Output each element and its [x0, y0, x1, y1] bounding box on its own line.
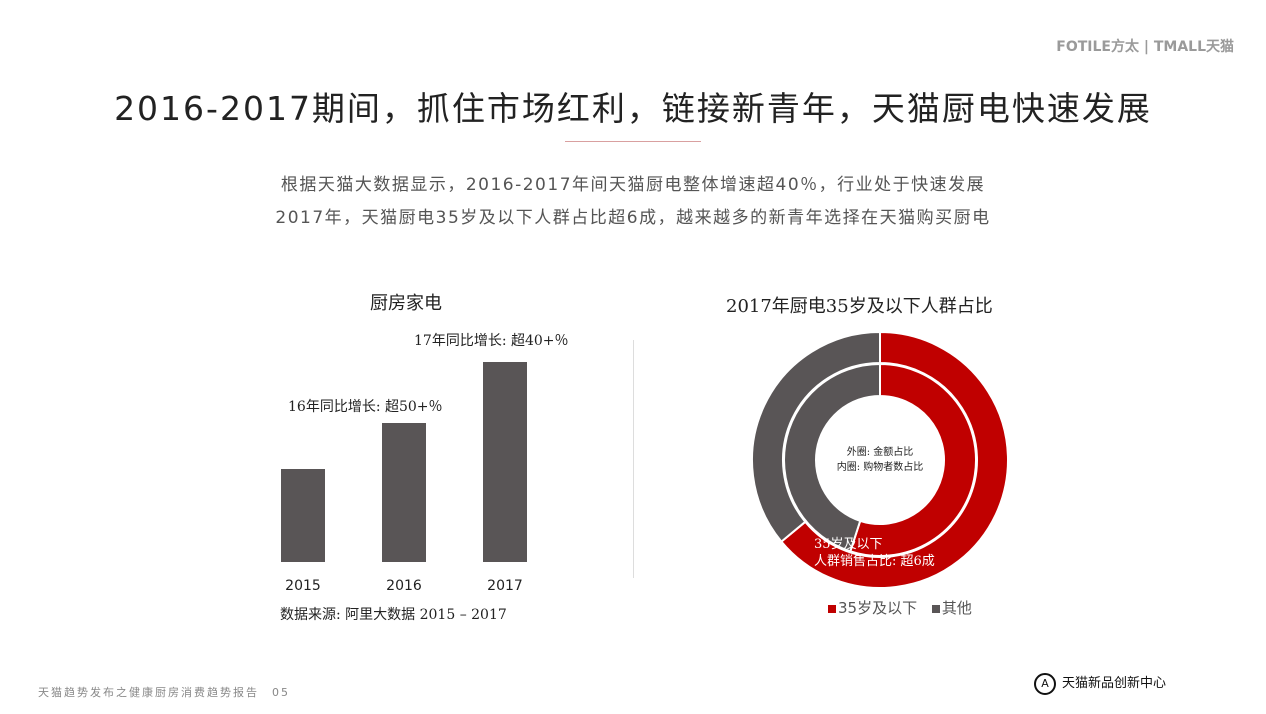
donut-legend: 35岁及以下 其他	[828, 597, 972, 618]
bar-2016	[382, 422, 426, 562]
donut-chart	[751, 330, 1009, 589]
bar-annotation-2016: 16年同比增长: 超50+％	[288, 399, 443, 415]
donut-center-outer-label: 外圈: 金额占比	[846, 447, 914, 458]
subtitle-line-1: 根据天猫大数据显示，2016-2017年间天猫厨电整体增速超40％，行业处于快速…	[280, 175, 986, 195]
innovation-center-label: 天猫新品创新中心	[1061, 676, 1166, 691]
subtitle-line-2: 2017年，天猫厨电35岁及以下人群占比超6成，越来越多的新青年选择在天猫购买厨…	[275, 208, 991, 228]
donut-chart-title: 2017年厨电35岁及以下人群占比	[726, 296, 993, 317]
bar-2015	[281, 469, 325, 562]
data-source: 数据来源: 阿里大数据 2015 – 2017	[280, 607, 507, 623]
legend-young: 35岁及以下	[838, 599, 918, 617]
inner-slice-other	[783, 362, 881, 553]
legend-swatch-young	[828, 605, 836, 613]
innovation-center-logo: A 天猫新品创新中心	[1033, 672, 1166, 695]
tmall-innovation-icon: A	[1033, 672, 1056, 695]
legend-other: 其他	[941, 599, 972, 617]
donut-center-inner-label: 内圈: 购物者数占比	[836, 462, 924, 473]
x-tick-2016: 2016	[386, 578, 422, 594]
chart-divider	[633, 340, 634, 578]
bar-annotation-2017: 17年同比增长: 超40+％	[414, 333, 569, 349]
title-divider	[565, 141, 701, 142]
donut-annotation-2: 人群销售占比: 超6成	[814, 554, 935, 569]
bar-chart-title: 厨房家电	[370, 293, 442, 314]
footer-report-title: 天猫趋势发布之健康厨房消费趋势报告 05	[38, 686, 290, 699]
bar-2017	[483, 362, 527, 562]
x-tick-2017: 2017	[487, 578, 523, 594]
legend-swatch-other	[931, 605, 940, 613]
donut-annotation-1: 35岁及以下	[814, 537, 883, 552]
x-tick-2015: 2015	[285, 578, 321, 594]
brand-logo: FOTILE方太 | TMALL天猫	[1056, 39, 1234, 55]
page-title: 2016-2017期间，抓住市场红利，链接新青年，天猫厨电快速发展	[114, 89, 1152, 128]
inner-slice-under35	[849, 362, 977, 557]
